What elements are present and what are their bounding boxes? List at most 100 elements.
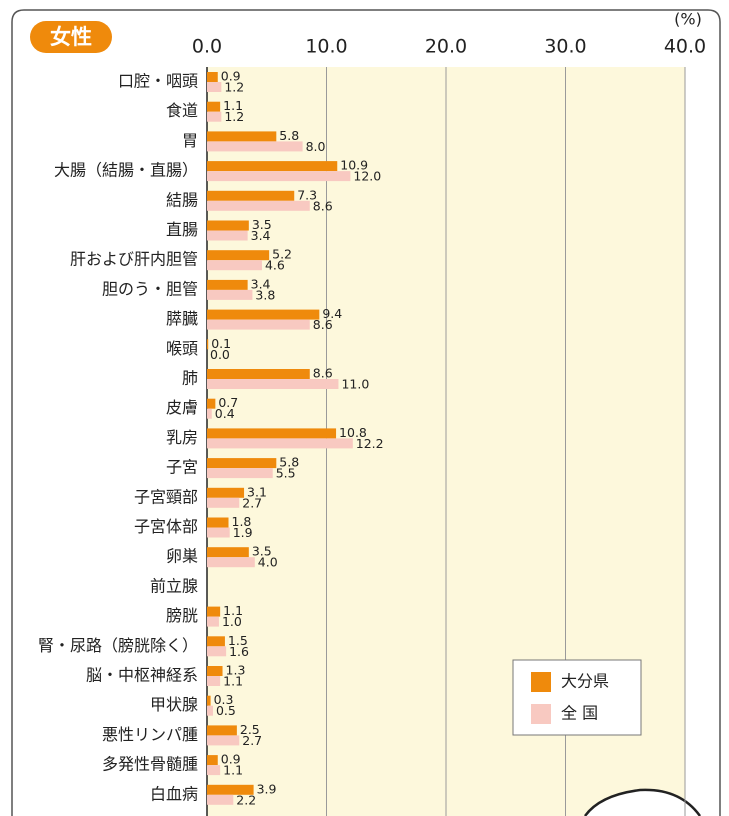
bar — [207, 706, 213, 716]
value-label: 0.4 — [215, 406, 235, 421]
bar — [207, 141, 303, 151]
value-label: 5.8 — [279, 128, 299, 143]
value-label: 3.4 — [251, 228, 271, 243]
x-tick-label: 40.0 — [664, 36, 706, 58]
bar — [207, 498, 239, 508]
category-label: 食道 — [166, 101, 198, 120]
category-label: 喉頭 — [166, 339, 198, 358]
bar — [207, 260, 262, 270]
value-label: 2.7 — [242, 733, 262, 748]
bar — [207, 696, 211, 706]
bar — [207, 102, 220, 112]
bar — [207, 765, 220, 775]
value-label: 0.0 — [210, 347, 230, 362]
category-label: 卵巣 — [166, 547, 198, 566]
bar — [207, 171, 350, 181]
value-label: 1.1 — [223, 674, 243, 689]
bar — [207, 557, 255, 567]
bar — [207, 547, 249, 557]
category-label: 皮膚 — [166, 398, 198, 417]
legend-swatch — [531, 672, 551, 692]
value-label: 1.1 — [223, 763, 243, 778]
bar — [207, 112, 221, 122]
value-label: 8.0 — [306, 139, 326, 154]
category-label: 大腸（結腸・直腸） — [54, 161, 198, 180]
value-label: 4.6 — [265, 258, 285, 273]
category-label: 甲状腺 — [150, 695, 198, 714]
value-label: 8.6 — [313, 366, 333, 381]
bar — [207, 617, 219, 627]
legend-swatch — [531, 704, 551, 724]
bar — [207, 636, 225, 646]
bar — [207, 310, 319, 320]
category-label: 肺 — [182, 369, 198, 388]
bar — [207, 379, 338, 389]
category-label: 悪性リンパ腫 — [102, 725, 198, 744]
category-label: 脳・中枢神経系 — [86, 666, 198, 685]
bar — [207, 369, 310, 379]
bar — [207, 528, 230, 538]
bar — [207, 290, 252, 300]
bar — [207, 518, 229, 528]
value-label: 8.6 — [313, 198, 333, 213]
value-label: 0.5 — [216, 703, 236, 718]
value-label: 8.6 — [313, 317, 333, 332]
bar — [207, 607, 220, 617]
bar — [207, 72, 218, 82]
value-label: 3.8 — [255, 287, 275, 302]
x-tick-label: 10.0 — [305, 36, 347, 58]
bar — [207, 339, 208, 349]
value-label: 5.5 — [276, 466, 296, 481]
value-label: 2.2 — [236, 792, 256, 807]
bar — [207, 488, 244, 498]
bar — [207, 221, 249, 231]
category-label: 多発性骨髄腫 — [102, 755, 198, 774]
category-label: 腎・尿路（膀胱除く） — [38, 636, 198, 655]
category-label: 前立腺 — [150, 576, 198, 595]
category-label: 白血病 — [150, 784, 198, 803]
bar — [207, 231, 248, 241]
bar — [207, 191, 294, 201]
bar — [207, 666, 223, 676]
value-label: 3.9 — [257, 781, 277, 796]
value-label: 1.2 — [224, 80, 244, 95]
bar — [207, 458, 276, 468]
legend-label: 全 国 — [561, 704, 598, 723]
bar — [207, 438, 353, 448]
value-label: 1.0 — [222, 614, 242, 629]
bar — [207, 320, 310, 330]
value-label: 1.9 — [233, 525, 253, 540]
bar — [207, 468, 273, 478]
x-tick-label: 20.0 — [425, 36, 467, 58]
bar — [207, 409, 212, 419]
x-tick-label: 30.0 — [544, 36, 586, 58]
category-label: 口腔・咽頭 — [118, 72, 198, 91]
bar — [207, 131, 276, 141]
category-label: 胃 — [182, 131, 198, 150]
bar — [207, 82, 221, 92]
category-label: 胆のう・胆管 — [102, 279, 198, 298]
bar — [207, 755, 218, 765]
value-label: 4.0 — [258, 555, 278, 570]
category-label: 膵臓 — [166, 309, 198, 328]
bar — [207, 250, 269, 260]
bar — [207, 161, 337, 171]
value-label: 11.0 — [341, 377, 369, 392]
bar — [207, 201, 310, 211]
value-label: 2.7 — [242, 495, 262, 510]
value-label: 12.0 — [353, 169, 381, 184]
chart: 女性 (%) 0.010.020.030.040.0口腔・咽頭0.91.2食道1… — [0, 0, 729, 816]
bar — [207, 676, 220, 686]
chart-title: 女性 — [50, 25, 92, 49]
bar — [207, 795, 233, 805]
bar — [207, 735, 239, 745]
value-label: 1.6 — [229, 644, 249, 659]
bar — [207, 725, 237, 735]
value-label: 1.2 — [224, 109, 244, 124]
category-label: 子宮頸部 — [134, 487, 198, 506]
category-label: 直腸 — [166, 220, 198, 239]
category-label: 肝および肝内胆管 — [70, 250, 198, 269]
x-tick-label: 0.0 — [192, 36, 222, 58]
category-label: 子宮 — [166, 458, 198, 477]
category-label: 膀胱 — [166, 606, 198, 625]
